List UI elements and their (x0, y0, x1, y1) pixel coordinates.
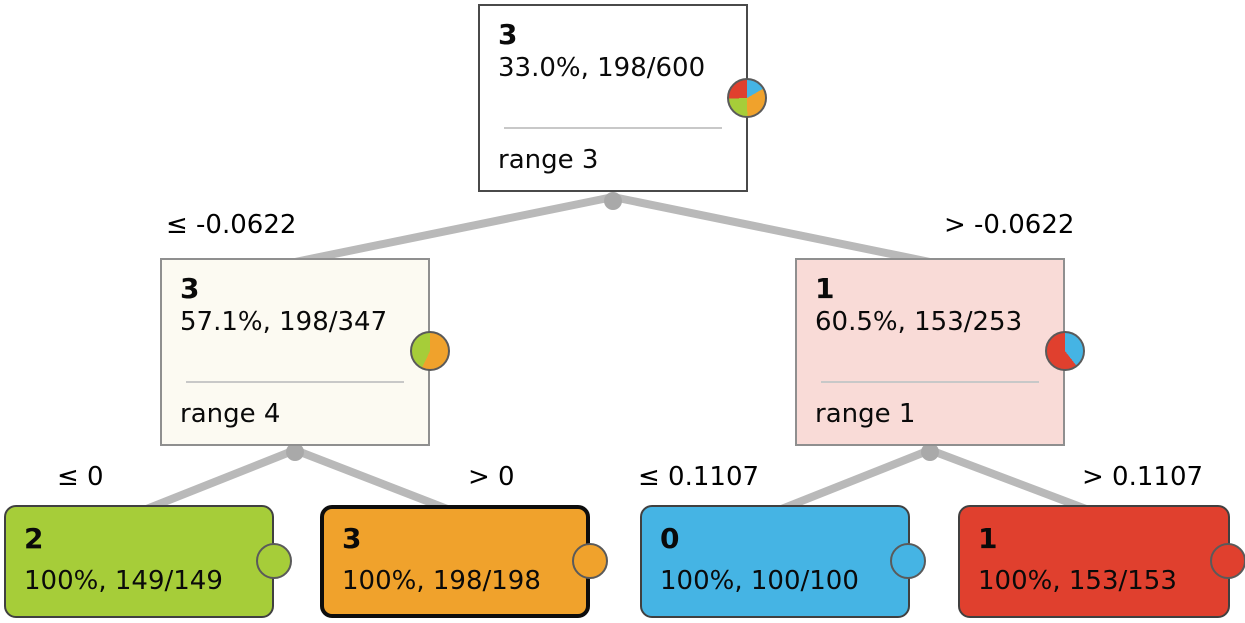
edge-label-right-right: > 0.1107 (1082, 462, 1204, 492)
node-majority-class: 1 (815, 272, 835, 305)
edge-left-left (135, 446, 299, 516)
edge-label-left-right: > 0 (468, 462, 515, 492)
tree-node-left[interactable]: 3 57.1%, 198/347 range 4 (160, 258, 430, 446)
node-divider (186, 380, 404, 383)
junction-dot-left (286, 443, 304, 461)
node-stat: 57.1%, 198/347 (180, 306, 388, 337)
edge-root-left (291, 193, 617, 266)
class-distribution-pie-left (410, 331, 450, 371)
edge-root-right (609, 193, 934, 266)
edge-right-right (926, 446, 1098, 516)
edge-left-right (291, 446, 459, 516)
node-stat: 100%, 149/149 (24, 566, 223, 597)
class-distribution-pie-right (1045, 331, 1085, 371)
node-stat: 100%, 100/100 (660, 566, 859, 597)
tree-node-right[interactable]: 1 60.5%, 153/253 range 1 (795, 258, 1065, 446)
class-pie-leaf-green (256, 543, 292, 579)
tree-leaf-class3-selected[interactable]: 3 100%, 198/198 (320, 505, 590, 618)
edge-right-left (770, 446, 934, 516)
edge-label-left-left: ≤ 0 (57, 462, 104, 492)
node-stat: 33.0%, 198/600 (498, 52, 706, 83)
node-stat: 60.5%, 153/253 (815, 306, 1023, 337)
node-split-attribute: range 3 (498, 144, 599, 175)
node-majority-class: 3 (342, 521, 362, 555)
node-split-attribute: range 1 (815, 398, 916, 429)
tree-leaf-class2[interactable]: 2 100%, 149/149 (4, 505, 274, 618)
node-split-attribute: range 4 (180, 398, 281, 429)
class-distribution-pie-root (727, 78, 767, 118)
tree-leaf-class0[interactable]: 0 100%, 100/100 (640, 505, 910, 618)
edge-label-right-left: ≤ 0.1107 (638, 462, 760, 492)
tree-node-root[interactable]: 3 33.0%, 198/600 range 3 (478, 4, 748, 192)
node-majority-class: 3 (180, 272, 200, 305)
edge-label-root-right: > -0.0622 (944, 210, 1075, 240)
edge-label-root-left: ≤ -0.0622 (166, 210, 297, 240)
node-divider (504, 126, 722, 129)
class-pie-leaf-orange (572, 543, 608, 579)
class-pie-leaf-red (1210, 543, 1245, 579)
node-majority-class: 2 (24, 521, 44, 555)
class-pie-leaf-blue (890, 543, 926, 579)
junction-dot-root (604, 192, 622, 210)
node-stat: 100%, 198/198 (342, 566, 541, 597)
node-majority-class: 3 (498, 18, 518, 51)
node-stat: 100%, 153/153 (978, 566, 1177, 597)
junction-dot-right (921, 443, 939, 461)
node-majority-class: 0 (660, 521, 680, 555)
node-majority-class: 1 (978, 521, 998, 555)
tree-leaf-class1[interactable]: 1 100%, 153/153 (958, 505, 1230, 618)
node-divider (821, 380, 1039, 383)
